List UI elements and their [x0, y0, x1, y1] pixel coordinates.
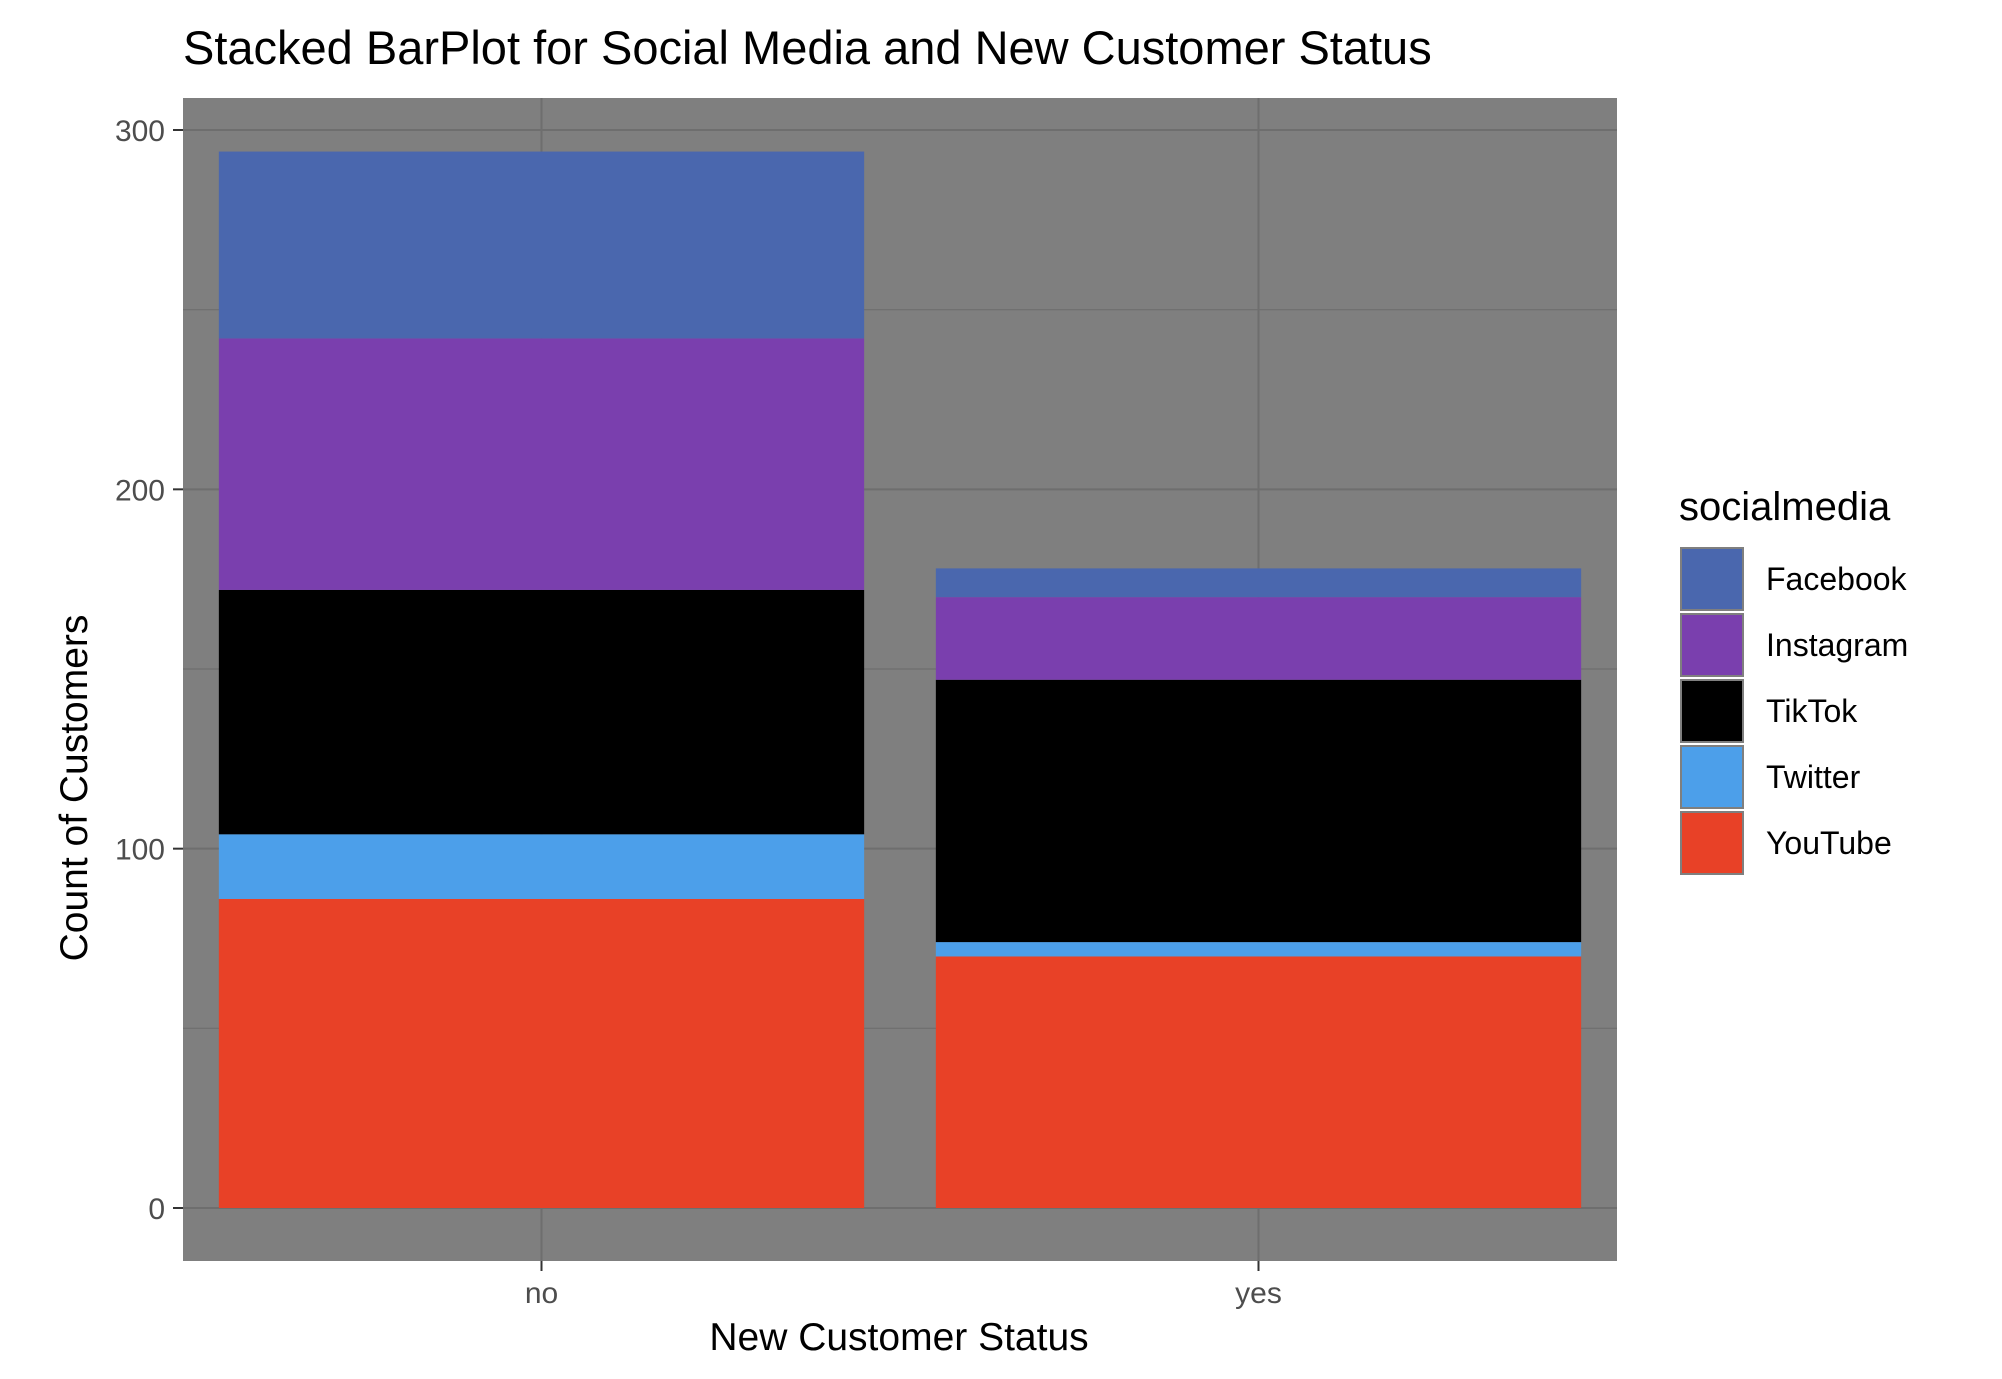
y-tick-label: 0 [148, 1193, 165, 1226]
bar-segment-youtube-yes [935, 956, 1582, 1208]
legend-title: socialmedia [1679, 485, 1891, 529]
bars [218, 151, 1582, 1208]
legend-label-instagram: Instagram [1766, 627, 1908, 663]
x-axis: no yes [525, 1261, 1282, 1310]
legend-label-facebook: Facebook [1766, 561, 1908, 597]
y-tick-label: 100 [115, 834, 165, 867]
x-tick-label: yes [1235, 1277, 1282, 1310]
y-tick-label: 300 [115, 115, 165, 148]
legend-swatch-instagram [1682, 615, 1742, 675]
legend-swatch-twitter [1682, 747, 1742, 807]
bar-segment-twitter-no [218, 834, 865, 899]
y-axis-title: Count of Customers [53, 615, 96, 962]
bar-segment-facebook-no [218, 151, 865, 339]
bar-segment-instagram-no [218, 338, 865, 590]
y-tick-label: 200 [115, 474, 165, 507]
bar-segment-tiktok-no [218, 589, 865, 835]
legend-label-twitter: Twitter [1766, 759, 1861, 795]
x-axis-title: New Customer Status [709, 1316, 1088, 1359]
bar-segment-instagram-yes [935, 597, 1582, 680]
bar-segment-tiktok-yes [935, 679, 1582, 943]
bar-segment-facebook-yes [935, 568, 1582, 598]
legend-swatch-youtube [1682, 813, 1742, 873]
x-tick-label: no [525, 1277, 558, 1310]
legend: socialmedia Facebook Instagram TikTok Twitt… [1679, 485, 1908, 875]
legend-swatch-tiktok [1682, 681, 1742, 741]
y-axis: 0 100 200 300 [115, 115, 183, 1226]
bar-segment-youtube-no [218, 898, 865, 1208]
legend-label-youtube: YouTube [1766, 825, 1892, 861]
bar-segment-twitter-yes [935, 942, 1582, 957]
chart-title: Stacked BarPlot for Social Media and New… [183, 21, 1432, 74]
legend-label-tiktok: TikTok [1766, 693, 1858, 729]
legend-swatch-facebook [1682, 549, 1742, 609]
